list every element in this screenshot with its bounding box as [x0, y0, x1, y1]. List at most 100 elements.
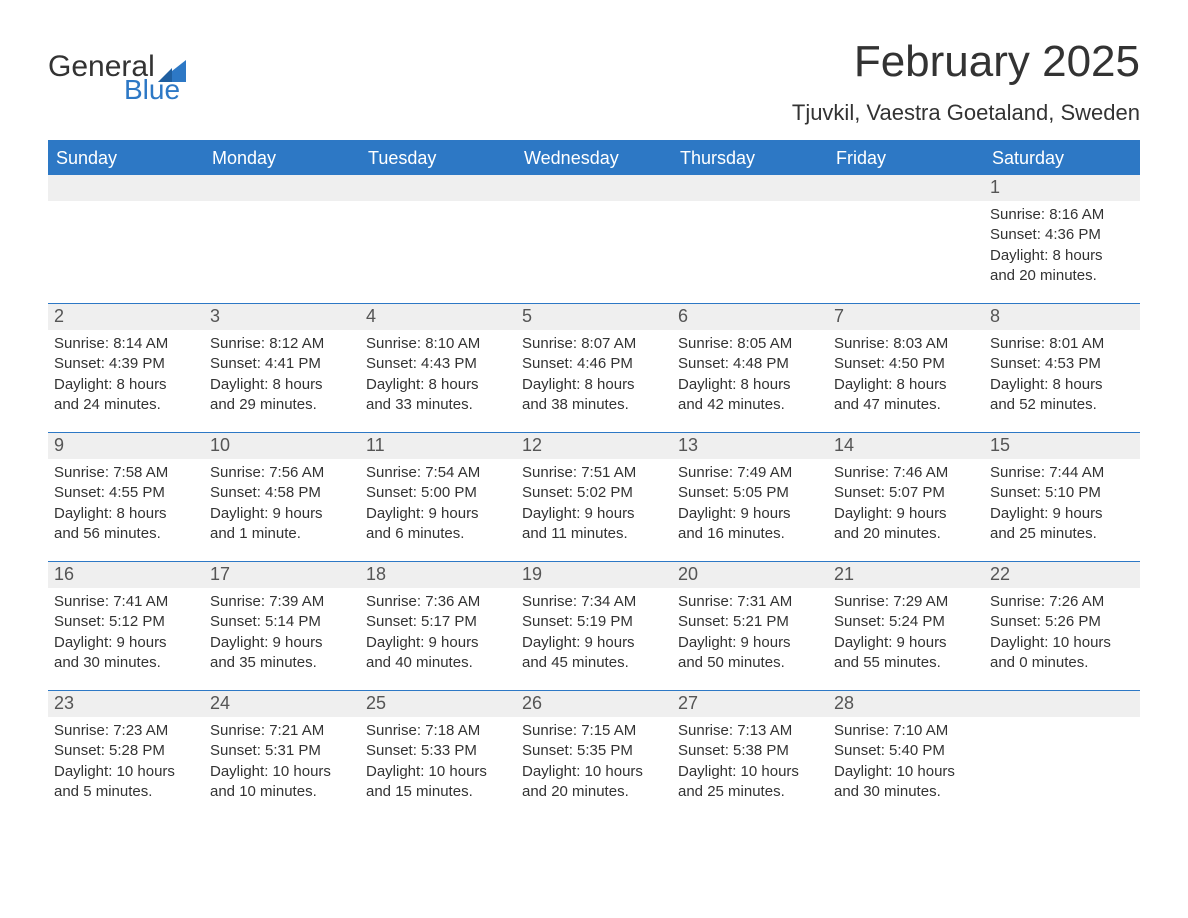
sunrise-text: Sunrise: 7:46 AM	[834, 463, 978, 483]
day-number: 2	[48, 304, 204, 330]
day-number: 25	[360, 691, 516, 717]
weekday-header-row: Sunday Monday Tuesday Wednesday Thursday…	[48, 140, 1140, 175]
day-body: Sunrise: 7:26 AMSunset: 5:26 PMDaylight:…	[984, 588, 1140, 683]
daylight2-text: and 29 minutes.	[210, 395, 354, 415]
daylight1-text: Daylight: 10 hours	[834, 762, 978, 782]
month-title: February 2025	[792, 40, 1140, 84]
daylight2-text: and 33 minutes.	[366, 395, 510, 415]
day-number: 8	[984, 304, 1140, 330]
sunrise-text: Sunrise: 8:05 AM	[678, 334, 822, 354]
daylight1-text: Daylight: 8 hours	[678, 375, 822, 395]
daylight2-text: and 1 minute.	[210, 524, 354, 544]
daylight2-text: and 52 minutes.	[990, 395, 1134, 415]
sunset-text: Sunset: 4:48 PM	[678, 354, 822, 374]
day-body: Sunrise: 8:01 AMSunset: 4:53 PMDaylight:…	[984, 330, 1140, 425]
day-body: Sunrise: 7:18 AMSunset: 5:33 PMDaylight:…	[360, 717, 516, 812]
daylight1-text: Daylight: 8 hours	[834, 375, 978, 395]
day-body: Sunrise: 7:51 AMSunset: 5:02 PMDaylight:…	[516, 459, 672, 554]
daylight1-text: Daylight: 9 hours	[54, 633, 198, 653]
daylight1-text: Daylight: 9 hours	[834, 633, 978, 653]
daylight1-text: Daylight: 9 hours	[522, 504, 666, 524]
day-cell: 26Sunrise: 7:15 AMSunset: 5:35 PMDayligh…	[516, 691, 672, 819]
sunset-text: Sunset: 5:07 PM	[834, 483, 978, 503]
daylight2-text: and 56 minutes.	[54, 524, 198, 544]
sunrise-text: Sunrise: 7:51 AM	[522, 463, 666, 483]
daylight2-text: and 40 minutes.	[366, 653, 510, 673]
day-body: Sunrise: 7:46 AMSunset: 5:07 PMDaylight:…	[828, 459, 984, 554]
day-body: Sunrise: 7:29 AMSunset: 5:24 PMDaylight:…	[828, 588, 984, 683]
brand-logo: General Blue	[48, 40, 186, 104]
sunrise-text: Sunrise: 8:16 AM	[990, 205, 1134, 225]
sunset-text: Sunset: 5:21 PM	[678, 612, 822, 632]
day-body: Sunrise: 7:44 AMSunset: 5:10 PMDaylight:…	[984, 459, 1140, 554]
day-cell	[516, 175, 672, 303]
daylight2-text: and 20 minutes.	[834, 524, 978, 544]
day-number	[984, 691, 1140, 717]
sunrise-text: Sunrise: 7:49 AM	[678, 463, 822, 483]
day-body: Sunrise: 7:10 AMSunset: 5:40 PMDaylight:…	[828, 717, 984, 812]
day-number: 14	[828, 433, 984, 459]
day-cell: 2Sunrise: 8:14 AMSunset: 4:39 PMDaylight…	[48, 304, 204, 432]
day-body	[516, 201, 672, 215]
header-row: General Blue February 2025 Tjuvkil, Vaes…	[48, 40, 1140, 126]
daylight1-text: Daylight: 9 hours	[210, 504, 354, 524]
sunrise-text: Sunrise: 8:07 AM	[522, 334, 666, 354]
sunset-text: Sunset: 5:40 PM	[834, 741, 978, 761]
day-cell: 7Sunrise: 8:03 AMSunset: 4:50 PMDaylight…	[828, 304, 984, 432]
day-cell: 20Sunrise: 7:31 AMSunset: 5:21 PMDayligh…	[672, 562, 828, 690]
day-body: Sunrise: 7:15 AMSunset: 5:35 PMDaylight:…	[516, 717, 672, 812]
day-cell: 17Sunrise: 7:39 AMSunset: 5:14 PMDayligh…	[204, 562, 360, 690]
sunset-text: Sunset: 5:31 PM	[210, 741, 354, 761]
daylight1-text: Daylight: 9 hours	[522, 633, 666, 653]
day-cell: 5Sunrise: 8:07 AMSunset: 4:46 PMDaylight…	[516, 304, 672, 432]
day-cell: 12Sunrise: 7:51 AMSunset: 5:02 PMDayligh…	[516, 433, 672, 561]
day-cell	[984, 691, 1140, 819]
day-cell: 27Sunrise: 7:13 AMSunset: 5:38 PMDayligh…	[672, 691, 828, 819]
day-cell: 10Sunrise: 7:56 AMSunset: 4:58 PMDayligh…	[204, 433, 360, 561]
day-cell: 18Sunrise: 7:36 AMSunset: 5:17 PMDayligh…	[360, 562, 516, 690]
sunrise-text: Sunrise: 7:41 AM	[54, 592, 198, 612]
day-number	[204, 175, 360, 201]
day-number: 17	[204, 562, 360, 588]
day-cell	[672, 175, 828, 303]
daylight1-text: Daylight: 9 hours	[990, 504, 1134, 524]
daylight2-text: and 47 minutes.	[834, 395, 978, 415]
day-body: Sunrise: 7:54 AMSunset: 5:00 PMDaylight:…	[360, 459, 516, 554]
day-body	[984, 717, 1140, 731]
day-body: Sunrise: 7:56 AMSunset: 4:58 PMDaylight:…	[204, 459, 360, 554]
day-number: 22	[984, 562, 1140, 588]
location-subtitle: Tjuvkil, Vaestra Goetaland, Sweden	[792, 100, 1140, 126]
day-number: 13	[672, 433, 828, 459]
daylight2-text: and 25 minutes.	[678, 782, 822, 802]
daylight1-text: Daylight: 9 hours	[366, 504, 510, 524]
weekday-header: Thursday	[672, 142, 828, 175]
weekday-header: Friday	[828, 142, 984, 175]
day-body: Sunrise: 7:41 AMSunset: 5:12 PMDaylight:…	[48, 588, 204, 683]
day-number	[828, 175, 984, 201]
daylight2-text: and 55 minutes.	[834, 653, 978, 673]
sunrise-text: Sunrise: 7:31 AM	[678, 592, 822, 612]
sunrise-text: Sunrise: 8:12 AM	[210, 334, 354, 354]
day-number: 24	[204, 691, 360, 717]
brand-word-blue: Blue	[124, 76, 186, 104]
day-body	[828, 201, 984, 215]
day-number: 27	[672, 691, 828, 717]
sunrise-text: Sunrise: 8:03 AM	[834, 334, 978, 354]
day-body: Sunrise: 8:05 AMSunset: 4:48 PMDaylight:…	[672, 330, 828, 425]
daylight1-text: Daylight: 9 hours	[834, 504, 978, 524]
week-row: 16Sunrise: 7:41 AMSunset: 5:12 PMDayligh…	[48, 561, 1140, 690]
sunrise-text: Sunrise: 7:10 AM	[834, 721, 978, 741]
day-number	[672, 175, 828, 201]
daylight2-text: and 25 minutes.	[990, 524, 1134, 544]
day-number: 23	[48, 691, 204, 717]
sunrise-text: Sunrise: 8:10 AM	[366, 334, 510, 354]
sunrise-text: Sunrise: 7:18 AM	[366, 721, 510, 741]
sunrise-text: Sunrise: 7:29 AM	[834, 592, 978, 612]
day-body: Sunrise: 7:39 AMSunset: 5:14 PMDaylight:…	[204, 588, 360, 683]
daylight1-text: Daylight: 8 hours	[54, 375, 198, 395]
daylight2-text: and 5 minutes.	[54, 782, 198, 802]
sunrise-text: Sunrise: 7:36 AM	[366, 592, 510, 612]
day-cell: 14Sunrise: 7:46 AMSunset: 5:07 PMDayligh…	[828, 433, 984, 561]
daylight2-text: and 0 minutes.	[990, 653, 1134, 673]
sunrise-text: Sunrise: 7:26 AM	[990, 592, 1134, 612]
